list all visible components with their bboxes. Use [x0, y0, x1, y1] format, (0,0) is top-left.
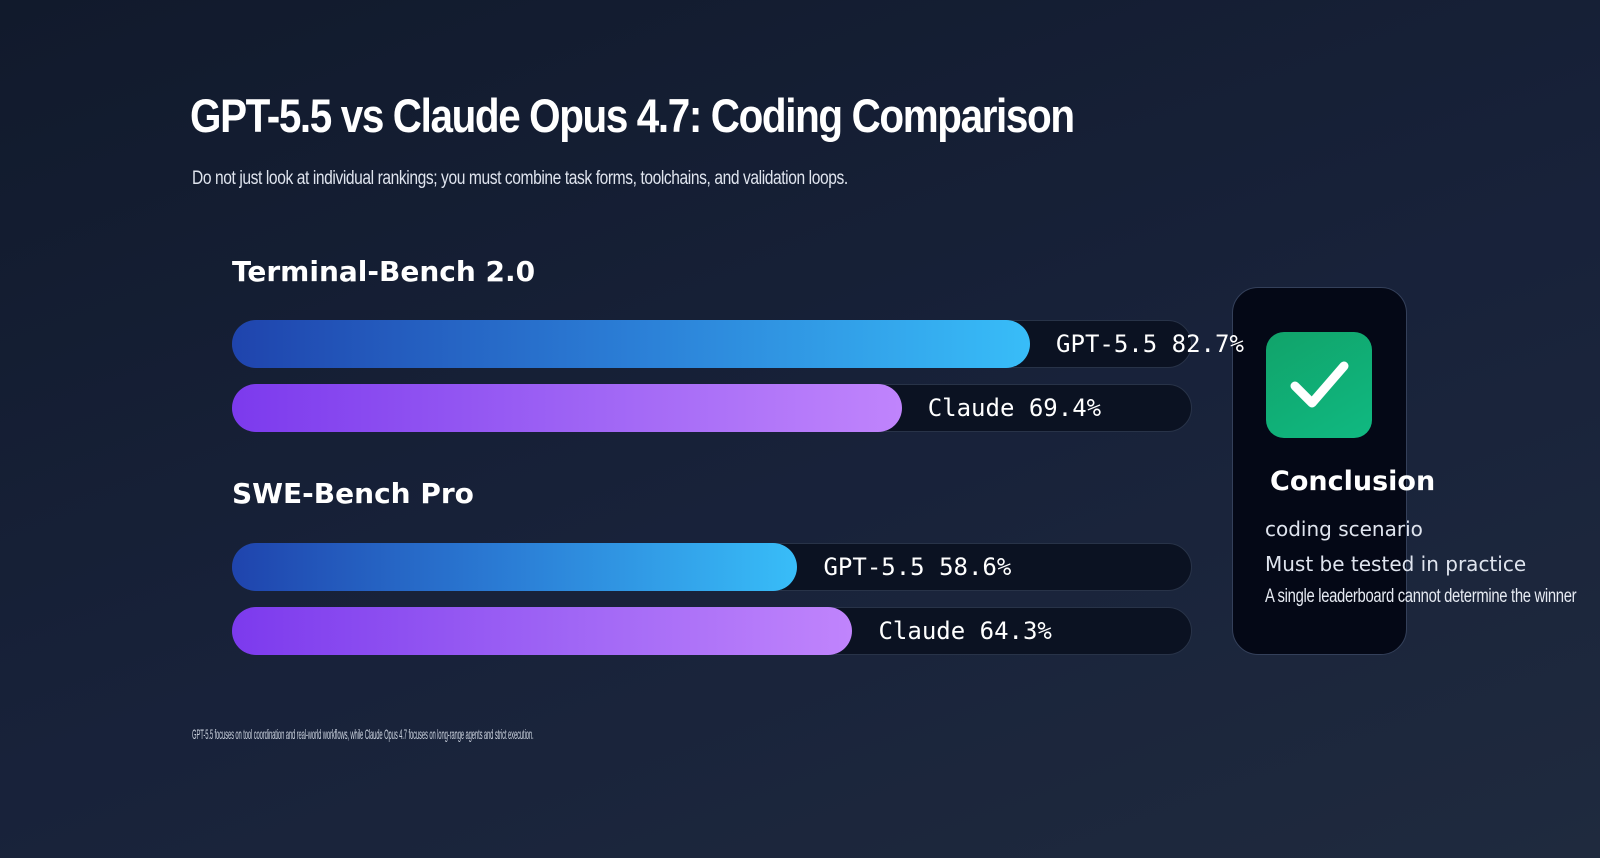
footnote: GPT-5.5 focuses on tool coordination and…	[192, 726, 534, 742]
bar-gpt-swe-bench-pro	[232, 543, 798, 591]
bar-label-gpt-terminal-bench: GPT-5.5 82.7%	[1056, 330, 1244, 358]
bar-label-claude-terminal-bench: Claude 69.4%	[927, 394, 1102, 422]
bar-label-claude-swe-bench-pro: Claude 64.3%	[878, 617, 1052, 645]
bar-claude-terminal-bench	[232, 384, 902, 432]
conclusion-line: Must be tested in practice	[1265, 552, 1527, 576]
conclusion-note: A single leaderboard cannot determine th…	[1265, 586, 1577, 607]
page-subtitle: Do not just look at individual rankings;…	[192, 168, 848, 189]
bar-claude-swe-bench-pro	[232, 607, 853, 655]
bar-gpt-terminal-bench	[232, 320, 1031, 368]
conclusion-title: Conclusion	[1270, 466, 1436, 497]
chart-title-terminal-bench: Terminal-Bench 2.0	[232, 255, 536, 288]
check-icon	[1266, 332, 1372, 438]
chart-title-swe-bench-pro: SWE-Bench Pro	[232, 477, 474, 510]
bar-label-gpt-swe-bench-pro: GPT-5.5 58.6%	[823, 553, 1012, 581]
conclusion-line: coding scenario	[1265, 517, 1423, 541]
page-title: GPT-5.5 vs Claude Opus 4.7: Coding Compa…	[190, 89, 1075, 142]
